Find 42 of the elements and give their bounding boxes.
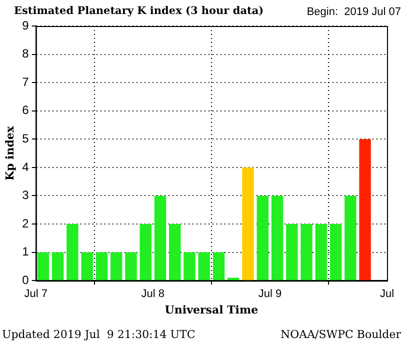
y-tick-label: 5 xyxy=(22,131,30,146)
x-tick-label: Jul 7 xyxy=(24,288,48,300)
bar xyxy=(110,252,122,280)
bar xyxy=(184,252,196,280)
y-tick-label: 6 xyxy=(22,103,30,118)
bar xyxy=(125,252,137,280)
bar xyxy=(37,252,50,280)
bar xyxy=(96,252,108,280)
bar xyxy=(344,196,356,280)
y-tick-label: 8 xyxy=(22,46,30,61)
y-tick-label: 2 xyxy=(22,216,30,230)
bar xyxy=(330,224,342,280)
bar xyxy=(66,224,78,280)
y-tick-label: 4 xyxy=(22,160,30,174)
y-tick-label: 0 xyxy=(22,272,30,287)
bar xyxy=(81,252,93,280)
chart-subtitle: Begin: 2019 Jul 07 xyxy=(306,6,401,18)
bar xyxy=(300,224,312,280)
x-tick-label: Jul 8 xyxy=(141,288,165,300)
chart-title: Estimated Planetary K index (3 hour data) xyxy=(14,5,264,17)
bar xyxy=(242,167,254,280)
y-tick-label: 3 xyxy=(22,188,30,202)
x-tick-label: Jul 9 xyxy=(258,288,282,300)
bar xyxy=(271,196,284,280)
text: NOAA/SWPC Boulder xyxy=(280,328,401,341)
x-axis-title: Universal Time xyxy=(164,303,258,316)
y-tick-label: 1 xyxy=(22,244,30,259)
bar xyxy=(286,224,298,280)
text: Updated 2019 Jul 9 21:30:14 UTC xyxy=(2,328,196,341)
y-tick-label: 9 xyxy=(22,18,30,32)
bar xyxy=(256,196,268,280)
bar xyxy=(52,252,64,280)
x-tick-label: Jul xyxy=(380,288,394,300)
bar xyxy=(359,139,371,280)
bar xyxy=(198,252,210,280)
y-tick-label: 7 xyxy=(22,74,30,89)
bar xyxy=(154,196,166,280)
bar xyxy=(140,224,152,280)
bar xyxy=(169,224,181,280)
bar xyxy=(212,252,225,280)
bar xyxy=(315,224,328,280)
y-axis-title: Kp index xyxy=(3,126,16,181)
